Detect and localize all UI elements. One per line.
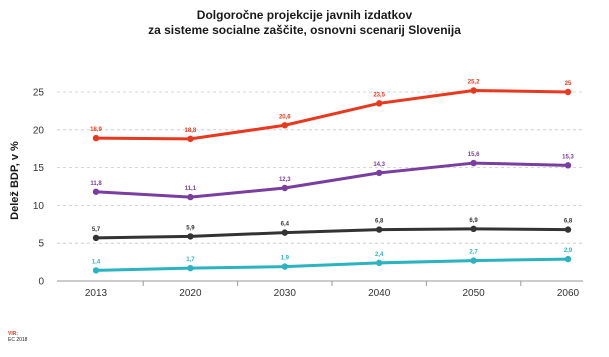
data-point xyxy=(187,135,194,143)
x-tick-label: 2050 xyxy=(462,288,485,299)
data-label: 5,9 xyxy=(186,225,195,231)
data-label: 6,9 xyxy=(469,218,478,224)
x-tick-label: 2040 xyxy=(368,288,391,299)
data-label: 2,9 xyxy=(564,248,573,254)
series-line xyxy=(94,88,570,141)
data-label: 11,1 xyxy=(185,186,197,192)
x-tick-label: 2020 xyxy=(179,288,202,299)
data-point xyxy=(187,233,194,240)
data-label: 15,6 xyxy=(468,152,480,158)
y-tick-label: 15 xyxy=(33,163,45,174)
y-tick-label: 25 xyxy=(33,88,45,99)
y-tick-label: 0 xyxy=(38,277,44,288)
data-label: 6,4 xyxy=(281,222,290,228)
data-point xyxy=(187,264,194,272)
data-point xyxy=(92,188,100,195)
x-tick-label: 2030 xyxy=(274,288,297,299)
y-axis-label: Delež BDP, v % xyxy=(9,141,21,220)
data-point xyxy=(92,234,100,242)
data-label: 18,8 xyxy=(185,128,197,134)
data-label: 15,3 xyxy=(562,154,574,160)
data-point xyxy=(376,169,383,177)
data-label: 23,5 xyxy=(373,92,385,98)
data-point xyxy=(187,193,194,201)
y-tick-label: 20 xyxy=(33,125,45,136)
data-point xyxy=(92,267,100,274)
chart-title: Dolgoročne projekcije javnih izdatkov za… xyxy=(0,8,609,38)
data-label: 14,3 xyxy=(373,162,385,168)
data-label: 25 xyxy=(565,81,572,87)
data-label: 20,6 xyxy=(279,114,291,120)
data-label: 5,7 xyxy=(92,227,101,233)
data-point xyxy=(470,257,477,264)
data-label: 1,7 xyxy=(186,257,195,263)
data-label: 2,4 xyxy=(375,252,384,258)
data-point xyxy=(564,88,572,96)
data-point xyxy=(281,184,288,192)
chart-title-line-1: Dolgoročne projekcije javnih izdatkov xyxy=(196,8,413,22)
series-line xyxy=(94,161,570,199)
data-point xyxy=(281,229,288,236)
data-point xyxy=(470,159,477,167)
data-point xyxy=(564,162,572,169)
data-point xyxy=(376,259,383,267)
source-note: VIR: EC 2018 xyxy=(8,331,27,343)
data-label: 18,9 xyxy=(90,127,102,133)
data-label: 1,4 xyxy=(92,259,101,265)
data-point xyxy=(281,263,288,270)
data-point xyxy=(376,226,383,233)
series-line xyxy=(94,257,570,272)
data-point xyxy=(564,255,572,263)
chart-title-line-2: za sisteme socialne zaščite, osnovni sce… xyxy=(148,23,461,37)
data-point xyxy=(564,226,572,233)
data-point xyxy=(470,225,477,233)
data-point xyxy=(92,134,100,142)
source-label: VIR: xyxy=(8,331,18,337)
data-label: 25,2 xyxy=(468,79,480,85)
series-line xyxy=(94,227,570,240)
y-tick-label: 10 xyxy=(33,201,45,212)
data-label: 11,8 xyxy=(90,181,102,187)
data-label: 12,3 xyxy=(279,177,291,183)
data-label: 1,9 xyxy=(281,256,290,262)
data-point xyxy=(281,122,288,129)
x-tick-label: 2013 xyxy=(85,288,108,299)
data-label: 6,8 xyxy=(564,219,573,225)
data-point xyxy=(470,87,477,94)
data-point xyxy=(376,100,383,107)
data-label: 2,7 xyxy=(469,250,478,256)
source-text: EC 2018 xyxy=(8,337,28,343)
x-tick-label: 2060 xyxy=(557,288,580,299)
y-tick-label: 5 xyxy=(38,239,44,250)
data-label: 6,8 xyxy=(375,219,384,225)
